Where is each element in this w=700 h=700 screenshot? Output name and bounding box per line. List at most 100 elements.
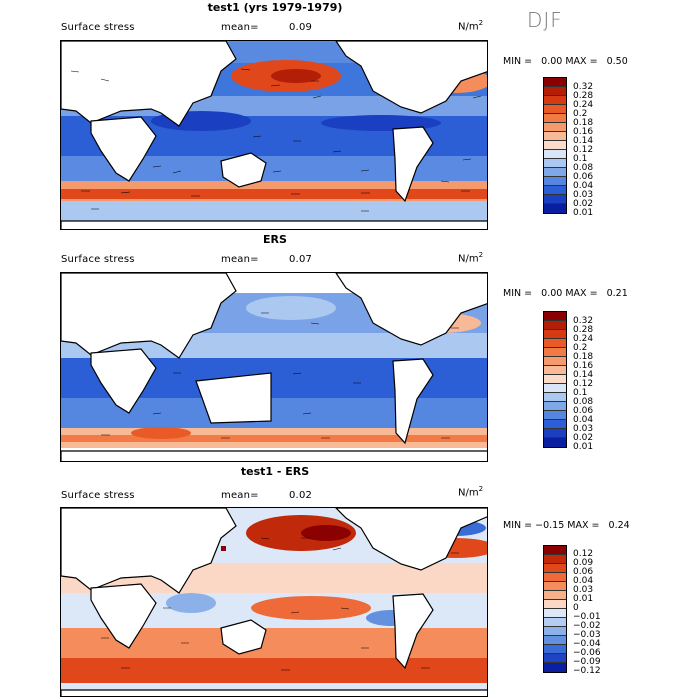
colorbar-cell xyxy=(544,564,566,573)
colorbar-tick-label: 0.04 xyxy=(573,181,594,191)
colorbar-tick-label: 0.28 xyxy=(573,91,594,101)
colorbar-tick-label: 0.12 xyxy=(573,145,594,155)
colorbar xyxy=(543,311,567,448)
colorbar-tick-label: 0.32 xyxy=(573,316,594,326)
colorbar-cell xyxy=(544,114,566,123)
colorbar-labels: 0.12 0.09 0.06 0.04 0.03 0.01 0 −0.01 −0.02 −0.03… xyxy=(573,550,601,676)
mean-value: 0.07 xyxy=(289,254,313,265)
colorbar-tick-label: 0.12 xyxy=(573,549,594,559)
colorbar-tick-label: 0.06 xyxy=(573,567,594,577)
colorbar-cell xyxy=(544,105,566,114)
colorbar-cell xyxy=(544,159,566,168)
stress-map xyxy=(60,507,488,697)
colorbar-tick-label: 0.28 xyxy=(573,325,594,335)
colorbar-cell xyxy=(544,366,566,375)
colorbar-tick-label: 0.12 xyxy=(573,379,594,389)
colorbar-cell xyxy=(544,618,566,627)
colorbar-cell xyxy=(544,555,566,564)
colorbar-tick-label: 0.2 xyxy=(573,109,588,119)
colorbar-tick-label: 0 xyxy=(573,603,579,613)
panel-observed: ERS Surface stress mean= 0.07 N/m2 xyxy=(0,232,700,462)
colorbar-cell xyxy=(544,573,566,582)
stress-map xyxy=(60,272,488,462)
colorbar-tick-label: −0.06 xyxy=(573,648,601,658)
colorbar-cell xyxy=(544,330,566,339)
colorbar-cell xyxy=(544,546,566,555)
colorbar-cell xyxy=(544,204,566,213)
colorbar-tick-label: 0.03 xyxy=(573,190,594,200)
colorbar-tick-label: 0.24 xyxy=(573,100,594,110)
colorbar-cell xyxy=(544,636,566,645)
colorbar-tick-label: 0.09 xyxy=(573,558,594,568)
colorbar-tick-label: 0.2 xyxy=(573,343,588,353)
colorbar-tick-label: 0.02 xyxy=(573,199,594,209)
stress-map xyxy=(60,40,488,230)
panel-title: test1 - ERS xyxy=(240,465,310,478)
colorbar-tick-label: −0.03 xyxy=(573,630,601,640)
colorbar-tick-label: 0.1 xyxy=(573,154,588,164)
colorbar-cell xyxy=(544,429,566,438)
colorbar-tick-label: 0.08 xyxy=(573,397,594,407)
colorbar-cell xyxy=(544,195,566,204)
variable-label: Surface stress xyxy=(61,490,135,501)
minmax-readout: MIN = −0.15 MAX = 0.24 xyxy=(503,520,630,531)
colorbar-cell xyxy=(544,663,566,672)
colorbar-cell xyxy=(544,609,566,618)
colorbar-cell xyxy=(544,654,566,663)
colorbar-cell xyxy=(544,438,566,447)
units-label: N/m2 xyxy=(458,485,484,499)
colorbar-cell xyxy=(544,78,566,87)
colorbar-tick-label: 0.04 xyxy=(573,415,594,425)
minmax-readout: MIN = 0.00 MAX = 0.21 xyxy=(503,288,628,299)
map-plot xyxy=(61,508,487,696)
colorbar-cell xyxy=(544,177,566,186)
panel-title: test1 (yrs 1979-1979) xyxy=(207,1,343,14)
colorbar-tick-label: 0.1 xyxy=(573,388,588,398)
colorbar-cell xyxy=(544,348,566,357)
colorbar-tick-label: −0.12 xyxy=(573,666,601,676)
colorbar-cell xyxy=(544,420,566,429)
colorbar-cell xyxy=(544,87,566,96)
mean-label: mean= xyxy=(221,22,259,33)
colorbar-labels: 0.32 0.28 0.24 0.2 0.18 0.16 0.14 0.12 0.1 0.08 0.… xyxy=(573,83,593,218)
colorbar-tick-label: 0.14 xyxy=(573,136,594,146)
colorbar-cell xyxy=(544,123,566,132)
colorbar-tick-label: −0.04 xyxy=(573,639,601,649)
colorbar-cell xyxy=(544,357,566,366)
colorbar-cell xyxy=(544,168,566,177)
colorbar-tick-label: 0.01 xyxy=(573,594,594,604)
colorbar-tick-label: 0.24 xyxy=(573,334,594,344)
colorbar-tick-label: 0.06 xyxy=(573,406,594,416)
colorbar-cell xyxy=(544,591,566,600)
colorbar-tick-label: 0.18 xyxy=(573,118,594,128)
mean-value: 0.02 xyxy=(289,490,313,501)
units-label: N/m2 xyxy=(458,251,484,265)
colorbar-cell xyxy=(544,150,566,159)
colorbar-tick-label: −0.09 xyxy=(573,657,601,667)
panel-title: ERS xyxy=(263,233,287,246)
panel-difference: test1 - ERS Surface stress mean= 0.02 N/… xyxy=(0,464,700,697)
colorbar-cell xyxy=(544,384,566,393)
colorbar-cell xyxy=(544,411,566,420)
colorbar-cell xyxy=(544,393,566,402)
colorbar-tick-label: 0.06 xyxy=(573,172,594,182)
units-label: N/m2 xyxy=(458,19,484,33)
colorbar-tick-label: 0.01 xyxy=(573,442,594,452)
colorbar xyxy=(543,545,567,673)
variable-label: Surface stress xyxy=(61,254,135,265)
colorbar-tick-label: −0.02 xyxy=(573,621,601,631)
colorbar-tick-label: 0.03 xyxy=(573,424,594,434)
colorbar-cell xyxy=(544,582,566,591)
mean-value: 0.09 xyxy=(289,22,313,33)
colorbar-cell xyxy=(544,627,566,636)
map-plot xyxy=(61,41,487,229)
colorbar-tick-label: 0.32 xyxy=(573,82,594,92)
colorbar-cell xyxy=(544,132,566,141)
variable-label: Surface stress xyxy=(61,22,135,33)
colorbar-tick-label: 0.03 xyxy=(573,585,594,595)
colorbar-tick-label: 0.01 xyxy=(573,208,594,218)
colorbar-tick-label: 0.14 xyxy=(573,370,594,380)
colorbar-cell xyxy=(544,141,566,150)
colorbar-cell xyxy=(544,186,566,195)
